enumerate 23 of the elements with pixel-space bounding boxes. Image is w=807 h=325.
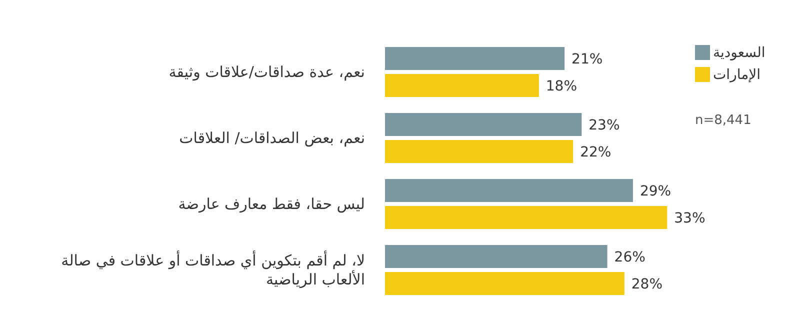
bar [385, 272, 624, 295]
data-label: 23% [588, 118, 620, 134]
text: n=8,441 [695, 113, 752, 128]
data-label: 33% [674, 210, 706, 226]
bar [385, 140, 574, 163]
data-label: 26% [614, 250, 646, 266]
data-label: 28% [631, 276, 663, 292]
y-tick-label: لا، لم أقم بتكوين أي صداقات أو علاقات في صالة الألعاب الرياضية [61, 250, 365, 288]
legend-label: الإمارات [713, 67, 760, 83]
bar [385, 47, 565, 70]
legend-label: السعودية [713, 45, 766, 61]
bar [385, 206, 668, 229]
bar [385, 74, 539, 97]
data-label: 18% [546, 78, 578, 94]
bar [385, 245, 608, 268]
y-tick-label: نعم، عدة صداقات/علاقات وثيقة [168, 63, 365, 81]
data-label: 29% [640, 184, 672, 200]
y-tick-label: نعم، بعض الصداقات/ العلاقات [179, 129, 365, 147]
data-label: 22% [580, 144, 612, 160]
bar [385, 179, 633, 202]
data-label: 21% [572, 52, 603, 68]
bar [385, 113, 582, 136]
y-tick-label: ليس حقا، فقط معارف عارضة [178, 195, 365, 213]
